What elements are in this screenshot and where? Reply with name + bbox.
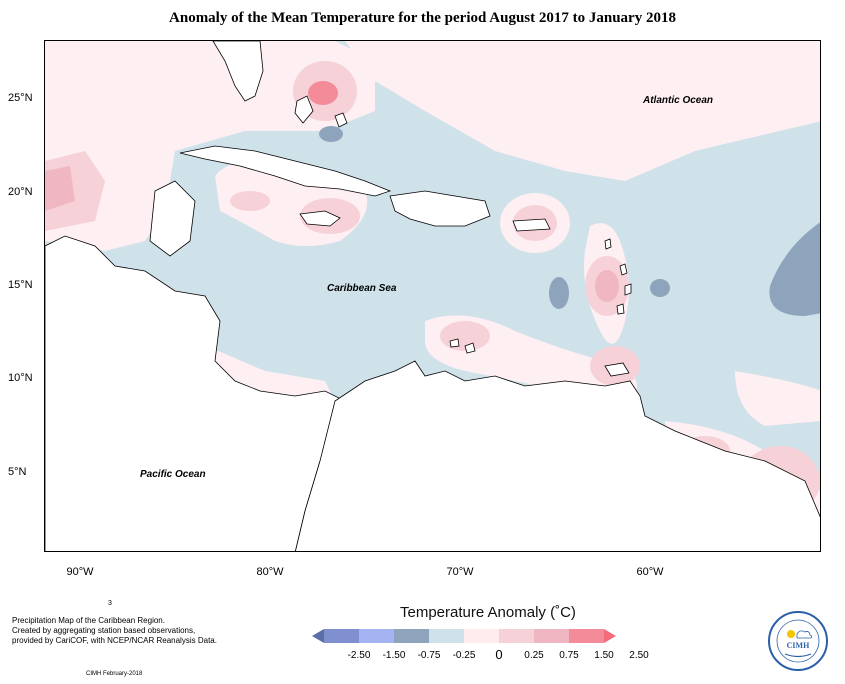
lat-tick-5n: 5°N [8,466,27,478]
lat-tick-10n: 10°N [8,372,33,384]
footer-line-1: Precipitation Map of the Caribbean Regio… [12,616,165,625]
legend-title: Temperature Anomaly (˚C) [400,604,576,621]
legend-label: 0.75 [559,650,579,661]
legend-label: -2.50 [347,650,371,661]
anomaly-map: Atlantic Ocean Caribbean Sea Pacific Oce… [45,41,820,551]
map-title: Anomaly of the Mean Temperature for the … [169,10,676,26]
legend-colorbar [312,629,616,643]
lon-tick-60w: 60°W [636,566,664,578]
legend-label: 0.25 [524,650,544,661]
legend-label: 0 [495,647,503,662]
legend-swatch [359,629,394,643]
cimh-logo: CIMH [768,611,828,671]
legend-label: -0.25 [452,650,476,661]
footer-line-2: Created by aggregating station based obs… [12,626,196,635]
caribbean-sea-label: Caribbean Sea [327,283,397,294]
lat-tick-15n: 15°N [8,279,33,291]
lon-tick-70w: 70°W [446,566,474,578]
legend-swatch [324,629,359,643]
legend-label: -1.50 [382,650,406,661]
legend-swatch [499,629,534,643]
legend-label: -0.75 [417,650,441,661]
land-layer [45,41,820,551]
legend-swatches [312,629,616,643]
footer-credit: CIMH February-2018 [86,671,143,677]
legend-swatch [394,629,429,643]
legend-swatch [464,629,499,643]
legend-swatch [429,629,464,643]
lat-tick-20n: 20°N [8,186,33,198]
sun-icon [787,630,795,638]
pacific-ocean-label: Pacific Ocean [140,469,206,480]
atlantic-ocean-label: Atlantic Ocean [642,95,713,106]
map-panel: Atlantic Ocean Caribbean Sea Pacific Oce… [44,40,821,552]
legend-swatch [569,629,604,643]
logo-text: CIMH [787,641,810,650]
legend-arrow-right [604,629,616,643]
lat-tick-25n: 25°N [8,92,33,104]
legend-label: 2.50 [629,650,649,661]
legend-arrow-left [312,629,324,643]
small-mark: 3 [108,600,112,607]
wave-icon [784,653,812,658]
legend-swatch [534,629,569,643]
legend-label: 1.50 [594,650,614,661]
cloud-icon [796,630,813,639]
lon-tick-90w: 90°W [66,566,94,578]
footer-line-3: provided by CariCOF, with NCEP/NCAR Rean… [12,636,217,645]
lon-tick-80w: 80°W [256,566,284,578]
